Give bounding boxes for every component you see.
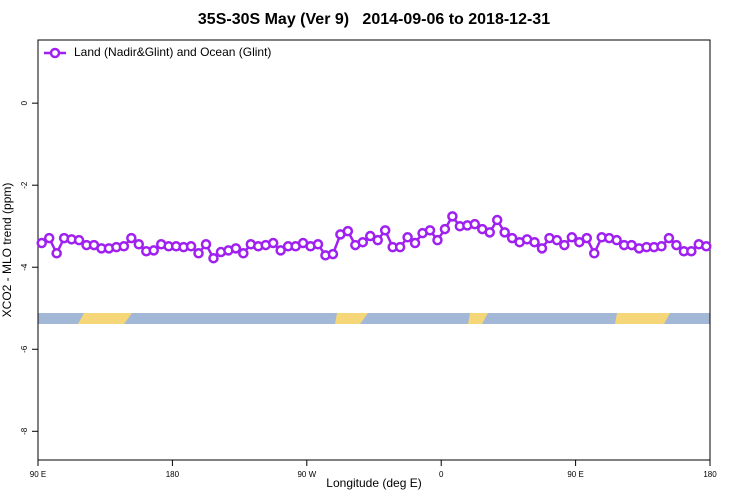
data-point <box>686 245 697 257</box>
y-axis-label: XCO2 - MLO trend (ppm) <box>0 183 14 318</box>
x-tick-label: 0 <box>439 470 444 479</box>
data-point <box>133 239 145 250</box>
data-point <box>73 234 85 246</box>
x-tick-label: 180 <box>703 470 717 479</box>
data-point <box>394 241 406 253</box>
data-point <box>230 243 242 254</box>
data-point <box>663 232 675 244</box>
data-point <box>148 245 159 256</box>
data-point <box>566 232 578 243</box>
data-point <box>200 239 212 250</box>
y-tick-label: -4 <box>20 263 29 271</box>
data-point <box>447 211 458 222</box>
data-point <box>671 239 682 251</box>
x-tick-label: 90 E <box>30 470 46 479</box>
data-point <box>208 252 219 264</box>
plot-frame <box>37 39 711 461</box>
data-point <box>484 227 495 238</box>
land-patch <box>78 313 132 324</box>
chart-title: 35S-30S May (Ver 9) 2014-09-06 to 2018-1… <box>198 11 550 28</box>
data-point <box>372 234 383 246</box>
land-patch <box>468 313 488 324</box>
data-point <box>701 241 712 252</box>
data-point <box>327 248 339 260</box>
data-point <box>559 239 570 251</box>
x-tick-label: 90 E <box>567 470 583 479</box>
data-point <box>126 232 137 244</box>
data-point <box>536 243 548 254</box>
data-point <box>193 248 204 259</box>
data-point <box>379 225 391 236</box>
legend-marker <box>49 47 61 59</box>
data-point <box>581 232 593 244</box>
data-point <box>589 248 600 259</box>
data-point <box>491 214 503 226</box>
data-point <box>51 248 62 259</box>
data-point <box>402 232 413 243</box>
y-tick-label: 0 <box>20 100 29 105</box>
data-point <box>36 237 47 249</box>
land-ocean-strip <box>38 313 710 324</box>
legend-label: Land (Nadir&Glint) and Ocean (Glint) <box>74 45 271 59</box>
data-point <box>312 239 324 250</box>
data-point <box>275 245 286 256</box>
data-point <box>365 230 376 242</box>
data-point <box>611 234 622 246</box>
data-point <box>574 236 585 248</box>
x-tick-label: 180 <box>166 470 180 479</box>
land-patch <box>335 313 368 324</box>
data-point <box>551 234 563 246</box>
data-point <box>439 223 451 235</box>
data-point <box>469 218 481 230</box>
x-tick-label: 90 W <box>297 470 316 479</box>
data-point <box>357 236 369 248</box>
data-point <box>342 225 354 237</box>
data-point <box>656 241 667 252</box>
data-point <box>238 248 249 259</box>
data-point <box>499 227 510 238</box>
data-point <box>409 237 421 249</box>
data-point <box>185 241 197 252</box>
data-point <box>43 232 55 244</box>
data-point <box>267 237 279 249</box>
land-patch <box>615 313 670 324</box>
y-tick-label: -8 <box>20 427 29 435</box>
data-point <box>432 234 443 246</box>
ocean-band <box>38 313 710 324</box>
data-point <box>118 241 130 252</box>
y-tick-label: -6 <box>20 345 29 353</box>
data-point <box>529 236 540 248</box>
data-point <box>506 232 518 244</box>
x-axis-label: Longitude (deg E) <box>326 476 421 490</box>
data-point <box>424 225 436 236</box>
y-tick-label: -2 <box>20 181 29 189</box>
